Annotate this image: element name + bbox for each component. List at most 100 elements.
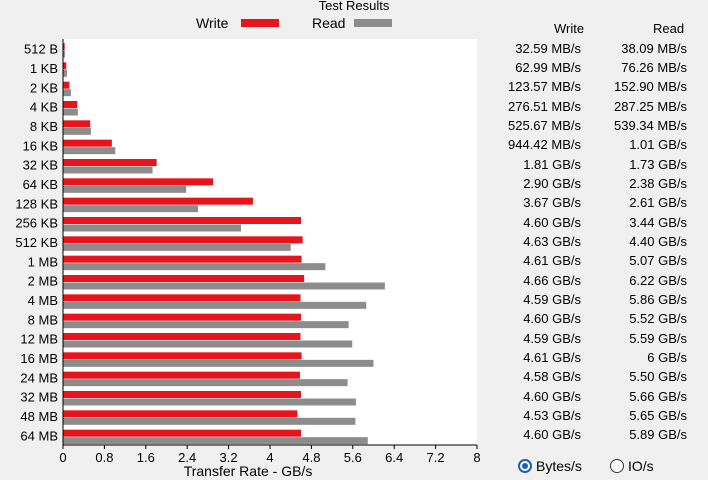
read-value-cell: 539.34 MB/s	[614, 118, 687, 133]
category-label: 2 KB	[30, 80, 58, 95]
read-value-cell: 5.65 GB/s	[629, 408, 687, 423]
x-tick-label: 2.4	[178, 450, 196, 465]
read-value-cell: 2.38 GB/s	[629, 176, 687, 191]
category-label: 1 MB	[28, 254, 58, 269]
write-value-cell: 4.66 GB/s	[523, 272, 581, 288]
write-bar	[63, 62, 67, 70]
read-value-cell: 5.07 GB/s	[629, 253, 687, 269]
write-bar	[63, 429, 302, 437]
write-bar	[63, 101, 78, 108]
write-value-cell: 4.60 GB/s	[523, 311, 581, 327]
read-value-cell: 1.73 GB/s	[629, 156, 687, 172]
read-value-cell: 4.40 GB/s	[629, 234, 687, 249]
col-header-write: Write	[554, 21, 585, 36]
category-label: 8 MB	[28, 312, 58, 327]
x-tick-label: 4.8	[302, 450, 320, 465]
write-bar	[63, 178, 214, 186]
x-tick-label: 3.2	[220, 450, 238, 465]
x-tick-label: 0	[59, 450, 66, 465]
write-bar	[63, 197, 253, 205]
read-bar	[63, 185, 187, 193]
category-label: 128 KB	[15, 196, 58, 211]
write-bar	[63, 294, 301, 302]
x-tick-label: 1.6	[137, 450, 155, 465]
category-label: 8 KB	[30, 119, 58, 134]
category-label: 24 MB	[20, 370, 58, 385]
read-bar	[63, 282, 385, 290]
read-bar	[63, 205, 199, 213]
read-bar	[63, 108, 78, 116]
legend-read-label: Read	[312, 15, 346, 31]
x-tick-label: 6.4	[385, 450, 403, 465]
read-bar	[63, 147, 116, 155]
io-per-sec-radio[interactable]: IO/s	[610, 458, 654, 474]
category-label: 16 MB	[20, 351, 58, 366]
read-value-cell: 5.59 GB/s	[629, 330, 687, 346]
x-axis-label: Transfer Rate - GB/s	[184, 463, 313, 479]
write-value-cell: 4.58 GB/s	[523, 369, 581, 385]
category-label: 12 MB	[20, 332, 58, 347]
io-per-sec-label: IO/s	[628, 458, 654, 474]
category-label: 2 MB	[28, 274, 58, 289]
read-value-cell: 5.52 GB/s	[629, 311, 687, 327]
read-bar	[63, 321, 349, 329]
read-value-cell: 6.22 GB/s	[629, 272, 687, 288]
write-bar	[63, 81, 70, 89]
write-value-cell: 32.59 MB/s	[515, 40, 581, 56]
write-value-cell: 4.59 GB/s	[523, 330, 581, 346]
read-bar	[63, 50, 65, 58]
legend-write-label: Write	[196, 15, 229, 31]
category-label: 32 MB	[20, 390, 58, 405]
read-bar	[63, 398, 356, 406]
category-label: 512 KB	[15, 235, 58, 250]
x-tick-label: 4	[266, 450, 273, 465]
legend-read-swatch	[354, 19, 392, 27]
category-label: 512 B	[24, 42, 58, 57]
radio-unselected-icon	[610, 459, 624, 473]
read-value-cell: 152.90 MB/s	[614, 79, 687, 95]
bytes-per-sec-radio[interactable]: Bytes/s	[518, 458, 582, 474]
write-bar	[63, 275, 305, 282]
radio-selected-icon	[518, 459, 532, 473]
write-value-cell: 4.63 GB/s	[523, 234, 581, 249]
write-bar	[63, 236, 303, 244]
chart-title: Test Results	[318, 0, 390, 13]
bytes-per-sec-label: Bytes/s	[536, 458, 582, 474]
x-tick-label: 8	[473, 450, 480, 465]
x-tick-label: 7.2	[427, 450, 445, 465]
read-bar	[63, 263, 326, 271]
read-bar	[63, 379, 348, 387]
read-bar	[63, 127, 91, 135]
write-bar	[63, 255, 302, 263]
read-value-cell: 2.61 GB/s	[629, 195, 687, 211]
write-value-cell: 4.61 GB/s	[523, 350, 581, 365]
read-bar	[63, 243, 291, 251]
read-bar	[63, 166, 153, 174]
write-value-cell: 62.99 MB/s	[515, 60, 581, 75]
write-value-cell: 123.57 MB/s	[508, 79, 581, 95]
write-bar	[63, 352, 302, 360]
category-label: 48 MB	[20, 409, 58, 424]
read-value-cell: 5.86 GB/s	[629, 292, 687, 307]
category-label: 4 MB	[28, 293, 58, 308]
write-value-cell: 4.60 GB/s	[523, 214, 581, 230]
x-tick-label: 0.8	[95, 450, 113, 465]
write-bar	[63, 139, 112, 147]
read-value-cell: 5.66 GB/s	[629, 388, 687, 404]
read-value-cell: 38.09 MB/s	[621, 40, 687, 56]
read-value-cell: 5.50 GB/s	[629, 369, 687, 385]
read-bar	[63, 89, 71, 97]
read-bar	[63, 224, 242, 232]
read-bar	[63, 359, 374, 367]
write-value-cell: 2.90 GB/s	[523, 176, 581, 191]
bar-chart: 512 B 1 KB 2 KB 4 KB 8 KB 16 KB 32 KB 64 KB 128 …	[15, 39, 480, 479]
write-bar	[63, 159, 157, 166]
category-label: 4 KB	[30, 100, 58, 115]
write-bar	[63, 217, 302, 224]
write-bar	[63, 410, 298, 418]
category-label: 64 MB	[20, 428, 58, 443]
write-value-cell: 4.60 GB/s	[523, 388, 581, 404]
write-bar	[63, 391, 302, 398]
read-value-cell: 5.89 GB/s	[629, 427, 687, 443]
write-value-cell: 4.59 GB/s	[523, 292, 581, 307]
